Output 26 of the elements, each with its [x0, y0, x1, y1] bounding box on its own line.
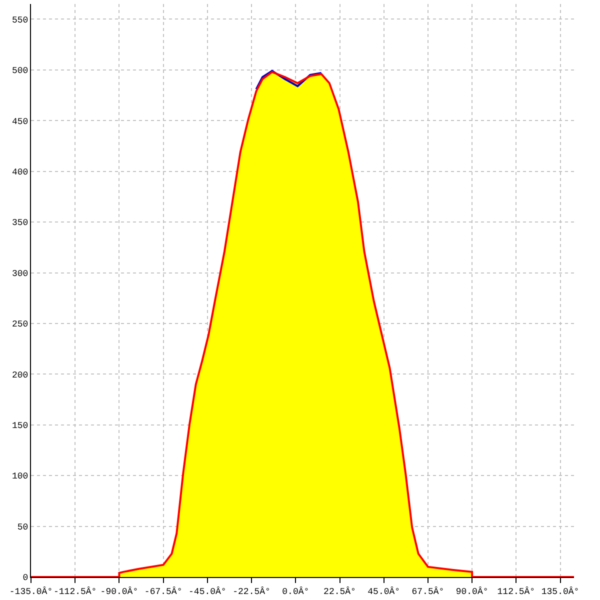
y-tick-label: 500 — [12, 66, 28, 76]
x-tick-label: -112.5Â° — [54, 586, 97, 597]
x-tick-label: 135.0Â° — [541, 586, 580, 597]
y-tick-label: 350 — [12, 218, 28, 228]
x-tick-label: -135.0Â° — [9, 586, 53, 597]
x-tick-label: -22.5Â° — [232, 586, 270, 597]
x-tick-label: -45.0Â° — [188, 586, 226, 597]
y-tick-label: 200 — [12, 370, 28, 380]
y-tick-label: 450 — [12, 116, 28, 127]
y-tick-label: 550 — [12, 15, 28, 26]
x-tick-label: 0.0Â° — [282, 586, 310, 597]
x-tick-label: -67.5Â° — [144, 586, 182, 597]
y-tick-label: 150 — [12, 421, 28, 432]
x-tick-label: 45.0Â° — [368, 586, 400, 597]
y-tick-label: 400 — [12, 167, 28, 178]
y-tick-label: 0 — [22, 573, 28, 584]
x-tick-label: -90.0Â° — [100, 586, 138, 597]
x-tick-label: 90.0Â° — [456, 586, 488, 597]
y-tick-label: 300 — [12, 268, 28, 279]
x-tick-label: 112.5Â° — [497, 586, 536, 597]
line-series — [255, 70, 322, 90]
x-tick-label: 67.5Â° — [412, 586, 444, 597]
y-tick-label: 100 — [12, 472, 28, 482]
x-tick-label: 22.5Â° — [324, 586, 356, 597]
y-tick-label: 250 — [12, 320, 28, 330]
y-tick-label: 50 — [17, 522, 28, 532]
